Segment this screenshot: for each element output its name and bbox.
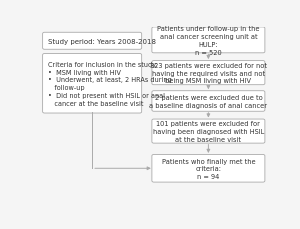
Text: Study period: Years 2008-2018: Study period: Years 2008-2018: [48, 39, 156, 45]
Text: Patients under follow-up in the
anal cancer screening unit at
HULP:
n = 520: Patients under follow-up in the anal can…: [157, 26, 260, 55]
FancyBboxPatch shape: [152, 155, 265, 182]
Text: Criteria for inclusion in the study:
•  MSM living with HIV
•  Underwent, at lea: Criteria for inclusion in the study: • M…: [48, 62, 172, 106]
FancyBboxPatch shape: [152, 61, 265, 85]
Text: Patients who finally met the
criteria:
n = 94: Patients who finally met the criteria: n…: [162, 158, 255, 179]
FancyBboxPatch shape: [43, 33, 142, 50]
Text: 2 patients were excluded due to
a baseline diagnosis of anal cancer: 2 patients were excluded due to a baseli…: [149, 95, 267, 108]
FancyBboxPatch shape: [43, 54, 142, 114]
FancyBboxPatch shape: [152, 120, 265, 144]
FancyBboxPatch shape: [152, 28, 265, 54]
Text: 323 patients were excluded for not
having the required visits and not
being MSM : 323 patients were excluded for not havin…: [150, 63, 267, 84]
Text: 101 patients were excluded for
having been diagnosed with HSIL
at the baseline v: 101 patients were excluded for having be…: [153, 121, 264, 142]
FancyBboxPatch shape: [152, 91, 265, 112]
